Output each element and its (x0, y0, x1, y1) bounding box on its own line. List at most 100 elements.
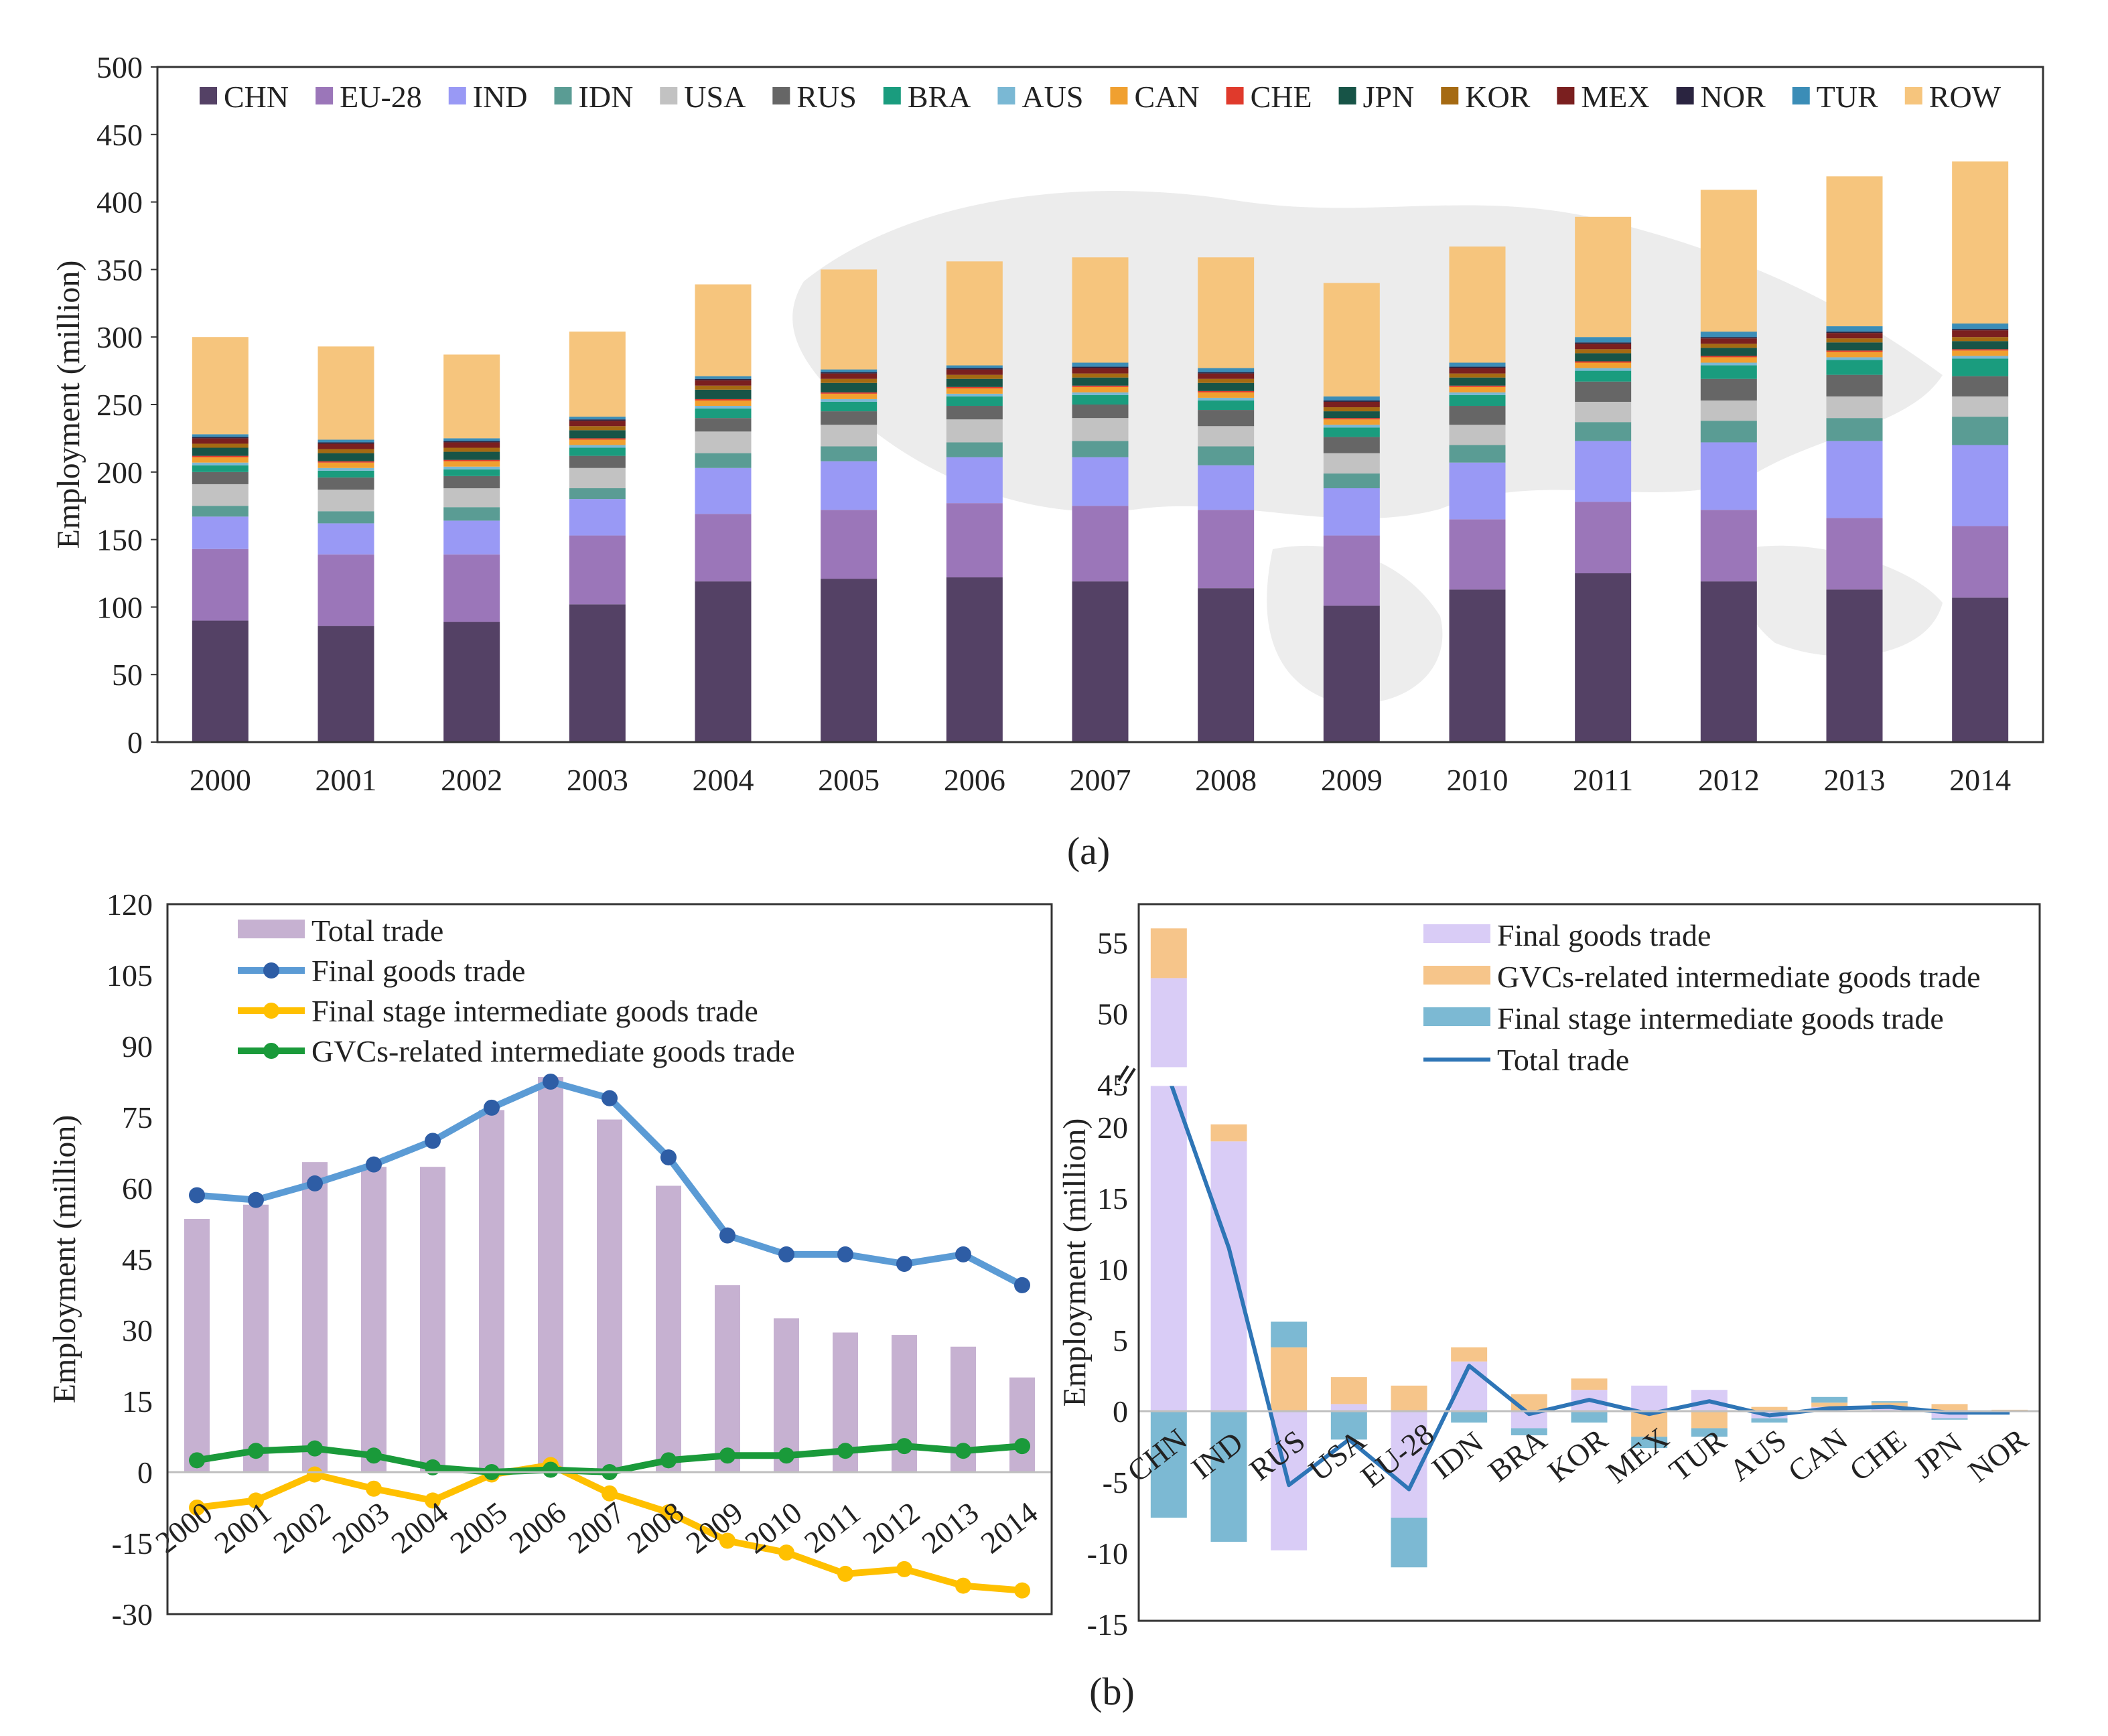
x-tick-label: CAN (1782, 1422, 1854, 1489)
y-tick-label: 500 (96, 50, 143, 84)
x-tick-label: 2009 (680, 1495, 750, 1560)
bar-mex-2014 (1952, 330, 2009, 338)
bar-nor-2003 (569, 419, 626, 421)
bar-chn-2011 (1575, 573, 1632, 742)
bar-chn-2005 (821, 579, 877, 742)
bar-nor-2001 (318, 442, 374, 444)
bar-bra-2000 (192, 465, 249, 472)
bar-can-2008 (1198, 392, 1255, 398)
bar-bra-2011 (1575, 370, 1632, 382)
legend-swatch-tur (1792, 87, 1810, 104)
bar-ind-2005 (821, 461, 877, 510)
legend-swatch-chn (200, 87, 217, 104)
bar-bra-2007 (1072, 394, 1129, 405)
bar-che-2007 (1072, 385, 1129, 387)
point-gvc-2014 (1014, 1438, 1030, 1455)
point-final-goods-2007 (602, 1090, 618, 1106)
bar-final-stage-eu-28 (1391, 1518, 1427, 1568)
bar-che-2010 (1449, 385, 1506, 387)
y-tick-label: 90 (122, 1029, 153, 1064)
panel-a-bars (192, 161, 2009, 742)
x-tick-label: 2013 (1824, 763, 1886, 797)
bar-usa-2000 (192, 484, 249, 506)
bar-ind-2012 (1700, 442, 1757, 510)
y-tick-label: 0 (127, 725, 143, 760)
legend-label-final-goods: Final goods trade (311, 954, 525, 988)
legend-swatch-row (1904, 87, 1922, 104)
y-tick-label: 200 (96, 455, 143, 490)
bar-eu-28-2010 (1449, 519, 1506, 590)
legend-label-kor: KOR (1465, 80, 1530, 114)
bar-chn-2002 (443, 622, 500, 742)
point-gvc-2001 (248, 1443, 264, 1459)
x-tick-label: 2014 (975, 1495, 1044, 1560)
bar-row-2002 (443, 354, 500, 439)
bar-eu-28-2007 (1072, 506, 1129, 582)
bar-kor-2002 (443, 447, 500, 452)
bar-kor-2009 (1323, 407, 1380, 412)
bar-final-goods-ind (1210, 1141, 1247, 1411)
bar-kor-2014 (1952, 337, 2009, 342)
bar-kor-2011 (1575, 349, 1632, 354)
point-gvc-2003 (366, 1447, 382, 1464)
x-tick-label: KOR (1541, 1422, 1614, 1489)
axis-break-marker (1117, 1065, 1207, 1086)
bar-gvc-ind (1210, 1124, 1247, 1142)
bar-aus-2007 (1072, 392, 1129, 395)
x-tick-label: 2012 (1698, 763, 1760, 797)
bar-can-2005 (821, 393, 877, 399)
bar-chn-2013 (1826, 589, 1883, 742)
bar-bra-2014 (1952, 358, 2009, 376)
bar-rus-2008 (1198, 410, 1255, 427)
legend-label-jpn: JPN (1363, 80, 1415, 114)
bar-ind-2013 (1826, 441, 1883, 518)
legend-label-gvc: GVCs-related intermediate goods trade (311, 1034, 795, 1068)
legend-label-rus: RUS (796, 80, 856, 114)
point-final-stage-2010 (778, 1544, 794, 1561)
bar-total-trade-2003 (361, 1167, 387, 1472)
bar-ind-2000 (192, 516, 249, 549)
bar-che-2001 (318, 461, 374, 463)
point-gvc-2002 (307, 1440, 323, 1457)
bar-nor-2002 (443, 441, 500, 443)
bar-can-2002 (443, 461, 500, 467)
panel-a-frame (156, 66, 2044, 743)
bar-idn-2012 (1700, 421, 1757, 443)
bar-idn-2008 (1198, 446, 1255, 465)
bar-kor-2000 (192, 443, 249, 448)
x-tick-label: 2014 (1949, 763, 2011, 797)
bar-total-trade-2000 (184, 1218, 210, 1472)
point-gvc-2006 (543, 1461, 559, 1478)
bar-usa-2009 (1323, 453, 1380, 474)
bar-eu-28-2002 (443, 554, 500, 622)
point-final-goods-2005 (484, 1099, 500, 1116)
legend-label-row: ROW (1929, 80, 2001, 114)
bar-ind-2009 (1323, 488, 1380, 536)
bar-can-2014 (1952, 350, 2009, 356)
y-tick-label: -10 (1087, 1536, 1128, 1571)
bar-mex-2002 (443, 442, 500, 448)
bar-nor-2010 (1449, 366, 1506, 368)
bar-final-stage-aus (1751, 1418, 1788, 1423)
point-final-goods-2010 (778, 1246, 794, 1262)
point-final-stage-2011 (837, 1565, 853, 1582)
bar-rus-2012 (1700, 378, 1757, 401)
bar-idn-2009 (1323, 473, 1380, 488)
bar-total-trade-2007 (597, 1119, 622, 1472)
bar-nor-2011 (1575, 342, 1632, 344)
bar-rus-2005 (821, 411, 877, 425)
bar-total-trade-2004 (420, 1167, 445, 1472)
bar-idn-2002 (443, 507, 500, 521)
bar-ind-2010 (1449, 462, 1506, 520)
bar-kor-2013 (1826, 338, 1883, 343)
bar-final-goods-mex (1631, 1385, 1668, 1411)
bar-chn-2012 (1700, 581, 1757, 742)
legend-label-mex: MEX (1581, 80, 1649, 114)
bar-kor-2005 (821, 378, 877, 383)
y-tick-label: 10 (1097, 1252, 1128, 1287)
bar-ind-2014 (1952, 445, 2009, 526)
bar-aus-2008 (1198, 397, 1255, 401)
bar-jpn-2013 (1826, 342, 1883, 351)
bar-jpn-2008 (1198, 382, 1255, 391)
bar-usa-2013 (1826, 396, 1883, 419)
